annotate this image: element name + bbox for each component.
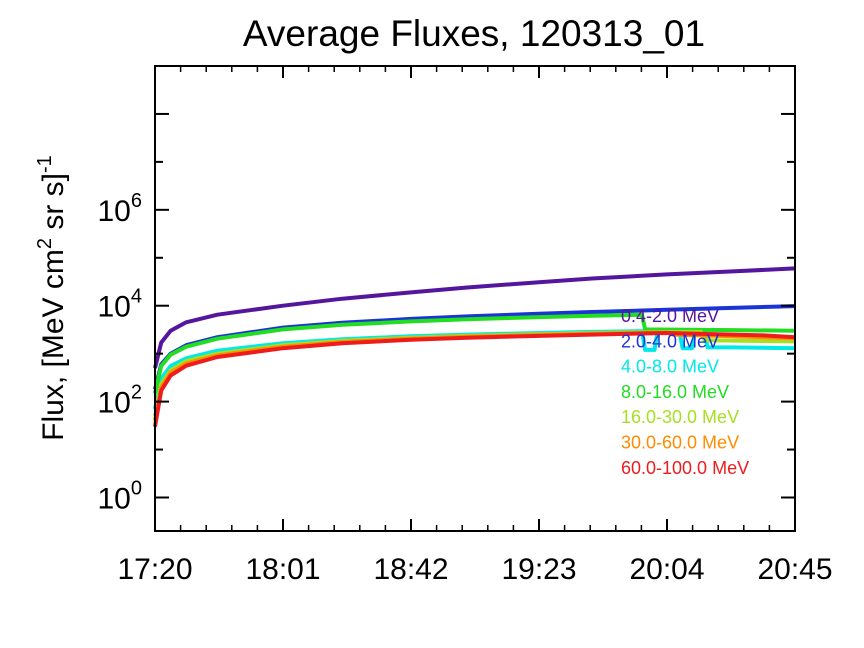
chart-title: Average Fluxes, 120313_01: [243, 13, 705, 54]
x-tick-label: 20:45: [757, 553, 832, 586]
series-line-6: [153, 331, 796, 428]
y-tick-label: 106: [98, 190, 143, 228]
y-ticks: 100 102 104 106: [98, 112, 795, 515]
y-tick-label: 100: [98, 477, 143, 515]
x-tick-label: 19:23: [501, 553, 576, 586]
legend-entry: 16.0-30.0 MeV: [621, 407, 739, 427]
y-axis-label: Flux, [MeV cm2 sr s]-1: [34, 155, 70, 441]
x-ticks: 17:20 18:01 18:42 19:23 20:04 20:45: [117, 66, 833, 586]
legend-entry: 4.0-8.0 MeV: [621, 357, 719, 377]
legend-entry: 30.0-60.0 MeV: [621, 433, 739, 453]
y-tick-label: 102: [98, 382, 143, 420]
series-layer: [153, 266, 796, 428]
legend-entry: 8.0-16.0 MeV: [621, 382, 729, 402]
x-tick-label: 18:01: [245, 553, 320, 586]
legend-entry: 60.0-100.0 MeV: [621, 458, 749, 478]
series-line-3: [153, 312, 796, 394]
x-tick-label: 17:20: [117, 553, 192, 586]
plot-frame: [154, 65, 796, 532]
legend: 0.4-2.0 MeV 2.0-4.0 MeV 4.0-8.0 MeV 8.0-16.…: [621, 306, 749, 478]
legend-entry: 0.4-2.0 MeV: [621, 306, 719, 326]
x-tick-label: 20:04: [629, 553, 704, 586]
x-tick-label: 18:42: [373, 553, 448, 586]
legend-entry: 2.0-4.0 MeV: [621, 331, 719, 351]
series-line-0: [153, 266, 796, 369]
y-tick-label: 104: [98, 286, 143, 324]
